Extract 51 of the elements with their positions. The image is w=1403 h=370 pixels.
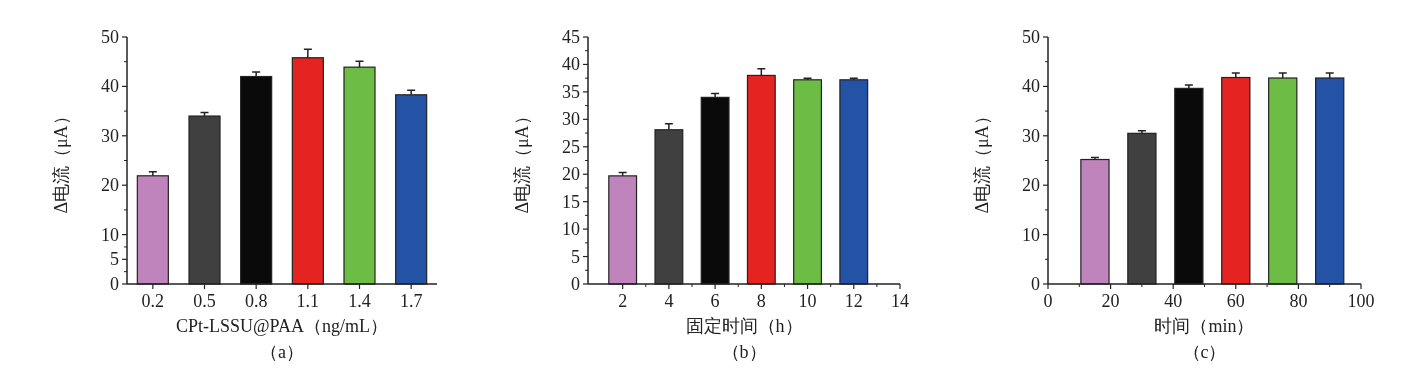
y-tick-label: 15 (562, 191, 580, 212)
x-tick-label: 60 (1226, 291, 1245, 311)
y-tick-label: 10 (101, 224, 119, 245)
y-tick-label: 0 (110, 274, 119, 294)
x-tick-label: 0.5 (193, 291, 216, 311)
y-tick-label: 30 (562, 109, 580, 130)
y-axis-title: Δ电流（μA） (51, 107, 71, 214)
y-tick-label: 5 (571, 246, 580, 267)
x-tick-label: 0.2 (141, 291, 165, 311)
x-tick-label: 12 (844, 291, 863, 311)
x-tick-label: 4 (664, 291, 674, 311)
y-tick-label: 25 (562, 136, 580, 157)
x-tick-label: 40 (1164, 291, 1183, 311)
x-tick-label: 0 (1043, 291, 1053, 311)
y-tick-label: 35 (562, 81, 580, 102)
y-tick-label: 50 (101, 27, 119, 47)
x-tick-label: 0.8 (244, 291, 268, 311)
x-tick-label: 100 (1347, 291, 1375, 311)
x-axis-title: CPt-LSSU@PAA（ng/mL） (176, 316, 388, 336)
y-axis-title: Δ电流（μA） (972, 107, 992, 214)
x-tick-label: 1.7 (399, 291, 423, 311)
y-tick-label: 20 (1022, 175, 1040, 196)
x-tick-label: 1.1 (296, 291, 320, 311)
text: （c） (1182, 342, 1227, 362)
x-tick-label: 6 (710, 291, 720, 311)
y-tick-label: 20 (562, 164, 580, 185)
x-tick-label: 20 (1101, 291, 1120, 311)
y-tick-label: 30 (101, 125, 119, 146)
y-tick-label: 20 (101, 175, 119, 196)
x-tick-label: 8 (756, 291, 766, 311)
y-tick-label: 40 (101, 76, 119, 97)
x-tick-label: 80 (1289, 291, 1308, 311)
y-tick-label: 50 (1022, 27, 1040, 47)
text: （a） (260, 342, 304, 362)
x-tick-label: 2 (618, 291, 628, 311)
x-tick-label: 10 (798, 291, 817, 311)
y-axis-title: Δ电流（μA） (512, 107, 532, 214)
y-tick-label: 0 (571, 274, 580, 294)
y-tick-label: 0 (1031, 274, 1040, 294)
y-tick-label: 10 (562, 219, 580, 240)
y-tick-label: 5 (110, 249, 119, 270)
x-axis-title: 固定时间（h） (685, 316, 803, 336)
y-tick-label: 10 (1022, 224, 1040, 245)
x-tick-label: 1.4 (348, 291, 371, 311)
y-tick-label: 45 (562, 27, 580, 47)
text: （b） (721, 342, 767, 362)
y-tick-label: 40 (1022, 76, 1040, 97)
x-tick-label: 14 (891, 291, 909, 311)
y-tick-label: 40 (562, 54, 580, 75)
y-tick-label: 30 (1022, 125, 1040, 146)
x-axis-title: 时间（min） (1154, 316, 1255, 336)
